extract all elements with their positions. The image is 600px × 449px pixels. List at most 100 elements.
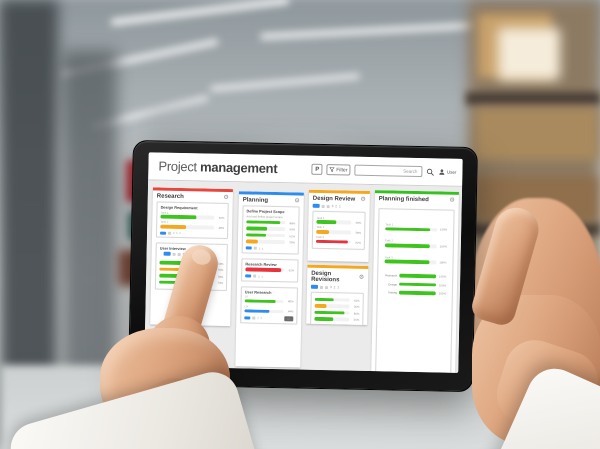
progress-fill bbox=[314, 297, 334, 302]
column-title: Design Revisions bbox=[311, 270, 340, 284]
task-card[interactable]: Task 1 100% Task 2 100% Task 3 100% Research 10… bbox=[375, 208, 455, 373]
progress-fill bbox=[316, 220, 337, 224]
progress-fill bbox=[245, 239, 258, 244]
progress-track bbox=[246, 226, 286, 231]
progress-fill bbox=[314, 310, 345, 315]
cardboard-box bbox=[476, 108, 598, 160]
progress-value: 100% bbox=[438, 283, 447, 288]
settings-icon[interactable]: ⚙ bbox=[223, 194, 229, 202]
member-icon bbox=[319, 285, 323, 289]
progress-track bbox=[160, 224, 215, 230]
member-icon bbox=[252, 316, 256, 320]
progress-fill bbox=[245, 267, 282, 272]
column-header: Planning finished ⚙ bbox=[375, 193, 459, 206]
progress-track bbox=[314, 304, 350, 309]
column-planning: Planning ⚙ Define Project Scope Add and def… bbox=[235, 191, 304, 368]
settings-icon[interactable]: ⚙ bbox=[294, 198, 300, 205]
icon-row-count: 3 2 1 bbox=[329, 285, 340, 290]
summary-label: Research bbox=[385, 273, 398, 278]
task-card[interactable]: 55% 35% 85% 55% bbox=[310, 291, 364, 325]
project-button[interactable]: P bbox=[311, 163, 323, 175]
progress-bar: 85% bbox=[314, 310, 359, 315]
task-section: Task 3 100% bbox=[384, 255, 447, 265]
more-button[interactable]: ... bbox=[284, 316, 294, 322]
filter-button[interactable]: Filter bbox=[326, 164, 351, 176]
progress-value: 100% bbox=[439, 244, 447, 249]
footer-count: 2 1 1 bbox=[173, 231, 182, 236]
user-label: User bbox=[446, 169, 457, 175]
search-input[interactable] bbox=[354, 164, 423, 178]
progress-value: 73% bbox=[217, 281, 224, 286]
member-icon bbox=[177, 252, 181, 256]
progress-value: 100% bbox=[439, 227, 448, 233]
progress-fill bbox=[384, 259, 430, 265]
progress-track bbox=[384, 243, 437, 248]
progress-track bbox=[385, 226, 438, 232]
progress-track bbox=[246, 220, 286, 225]
tag-icon bbox=[244, 315, 251, 320]
column-title: Design Review bbox=[312, 195, 356, 203]
progress-bar: Task 3 92% bbox=[315, 235, 361, 245]
task-card[interactable]: Task 1 58% Task 2 38% Task 3 92% bbox=[311, 210, 366, 251]
progress-value: 58% bbox=[355, 220, 362, 225]
task-section: Task 2 100% bbox=[384, 239, 447, 249]
progress-bar: 92% bbox=[245, 267, 294, 272]
progress-track bbox=[384, 259, 437, 265]
progress-track bbox=[314, 297, 350, 302]
task-card[interactable]: Research Review 92% 2 1 bbox=[241, 257, 299, 282]
progress-fill bbox=[160, 224, 187, 229]
progress-track bbox=[399, 274, 437, 279]
progress-value: 100% bbox=[439, 260, 447, 265]
settings-icon[interactable]: ⚙ bbox=[360, 196, 366, 203]
column-planning-finished: Planning finished ⚙ Task 1 100% Task 2 100% Ta… bbox=[371, 190, 459, 373]
filter-label: Filter bbox=[336, 166, 348, 173]
task-card[interactable]: User Research UI 80% UX 64% 2 1... bbox=[240, 285, 298, 325]
progress-fill bbox=[314, 304, 327, 308]
progress-track bbox=[316, 229, 352, 235]
progress-fill bbox=[315, 239, 349, 244]
progress-value: 100% bbox=[438, 291, 446, 296]
toolbar: P Filter User bbox=[311, 163, 457, 178]
funnel-icon bbox=[329, 167, 335, 173]
progress-value: 55% bbox=[289, 227, 296, 232]
progress-bar: UI 80% bbox=[244, 294, 294, 304]
progress-track bbox=[245, 239, 285, 244]
column-title: Research bbox=[156, 193, 184, 201]
settings-icon[interactable]: ⚙ bbox=[358, 274, 365, 281]
progress-value: 88% bbox=[289, 220, 296, 225]
progress-bar: 55% bbox=[246, 226, 295, 231]
progress-bar: 35% bbox=[314, 304, 360, 309]
progress-fill bbox=[314, 317, 334, 321]
column-header: Design Revisions ⚙ bbox=[307, 268, 368, 286]
app-title-bold: management bbox=[199, 159, 278, 177]
member-icon bbox=[172, 252, 176, 256]
tag-icon bbox=[160, 231, 167, 235]
summary-label: Design bbox=[388, 282, 398, 287]
progress-value: 85% bbox=[353, 311, 360, 316]
footer-count: 2 1 bbox=[257, 315, 263, 321]
task-card[interactable]: Define Project Scope Add and define proje… bbox=[241, 205, 300, 254]
app-header: Project management P Filter bbox=[148, 152, 463, 187]
progress-fill bbox=[246, 220, 281, 225]
tag-icon bbox=[163, 251, 171, 257]
card-footer: 2 1 1 bbox=[160, 231, 224, 236]
column-design-review: Design Review ⚙ 3 2 1 Task 1 58% Task 2 38% Tas… bbox=[307, 189, 370, 262]
progress-bar: Task 3 100% bbox=[384, 255, 447, 265]
tag-icon bbox=[312, 203, 320, 208]
progress-track bbox=[398, 282, 437, 287]
settings-icon[interactable]: ⚙ bbox=[449, 197, 455, 204]
card-title: Design Requirement bbox=[160, 205, 198, 211]
progress-value: 100% bbox=[439, 274, 447, 279]
summary-row: Research 100% bbox=[384, 274, 446, 279]
search-icon[interactable] bbox=[426, 168, 434, 176]
progress-bar: 52% bbox=[246, 233, 295, 238]
user-menu[interactable]: User bbox=[438, 168, 456, 175]
member-icon bbox=[326, 204, 330, 208]
progress-track bbox=[244, 299, 284, 304]
task-card[interactable]: Design Requirement Task 1 66% Task 2 48% 2 1 … bbox=[155, 201, 229, 240]
tag-icon bbox=[245, 246, 252, 250]
progress-value: 64% bbox=[287, 309, 294, 314]
progress-bar: Task 1 66% bbox=[160, 210, 224, 220]
progress-track bbox=[314, 317, 350, 322]
